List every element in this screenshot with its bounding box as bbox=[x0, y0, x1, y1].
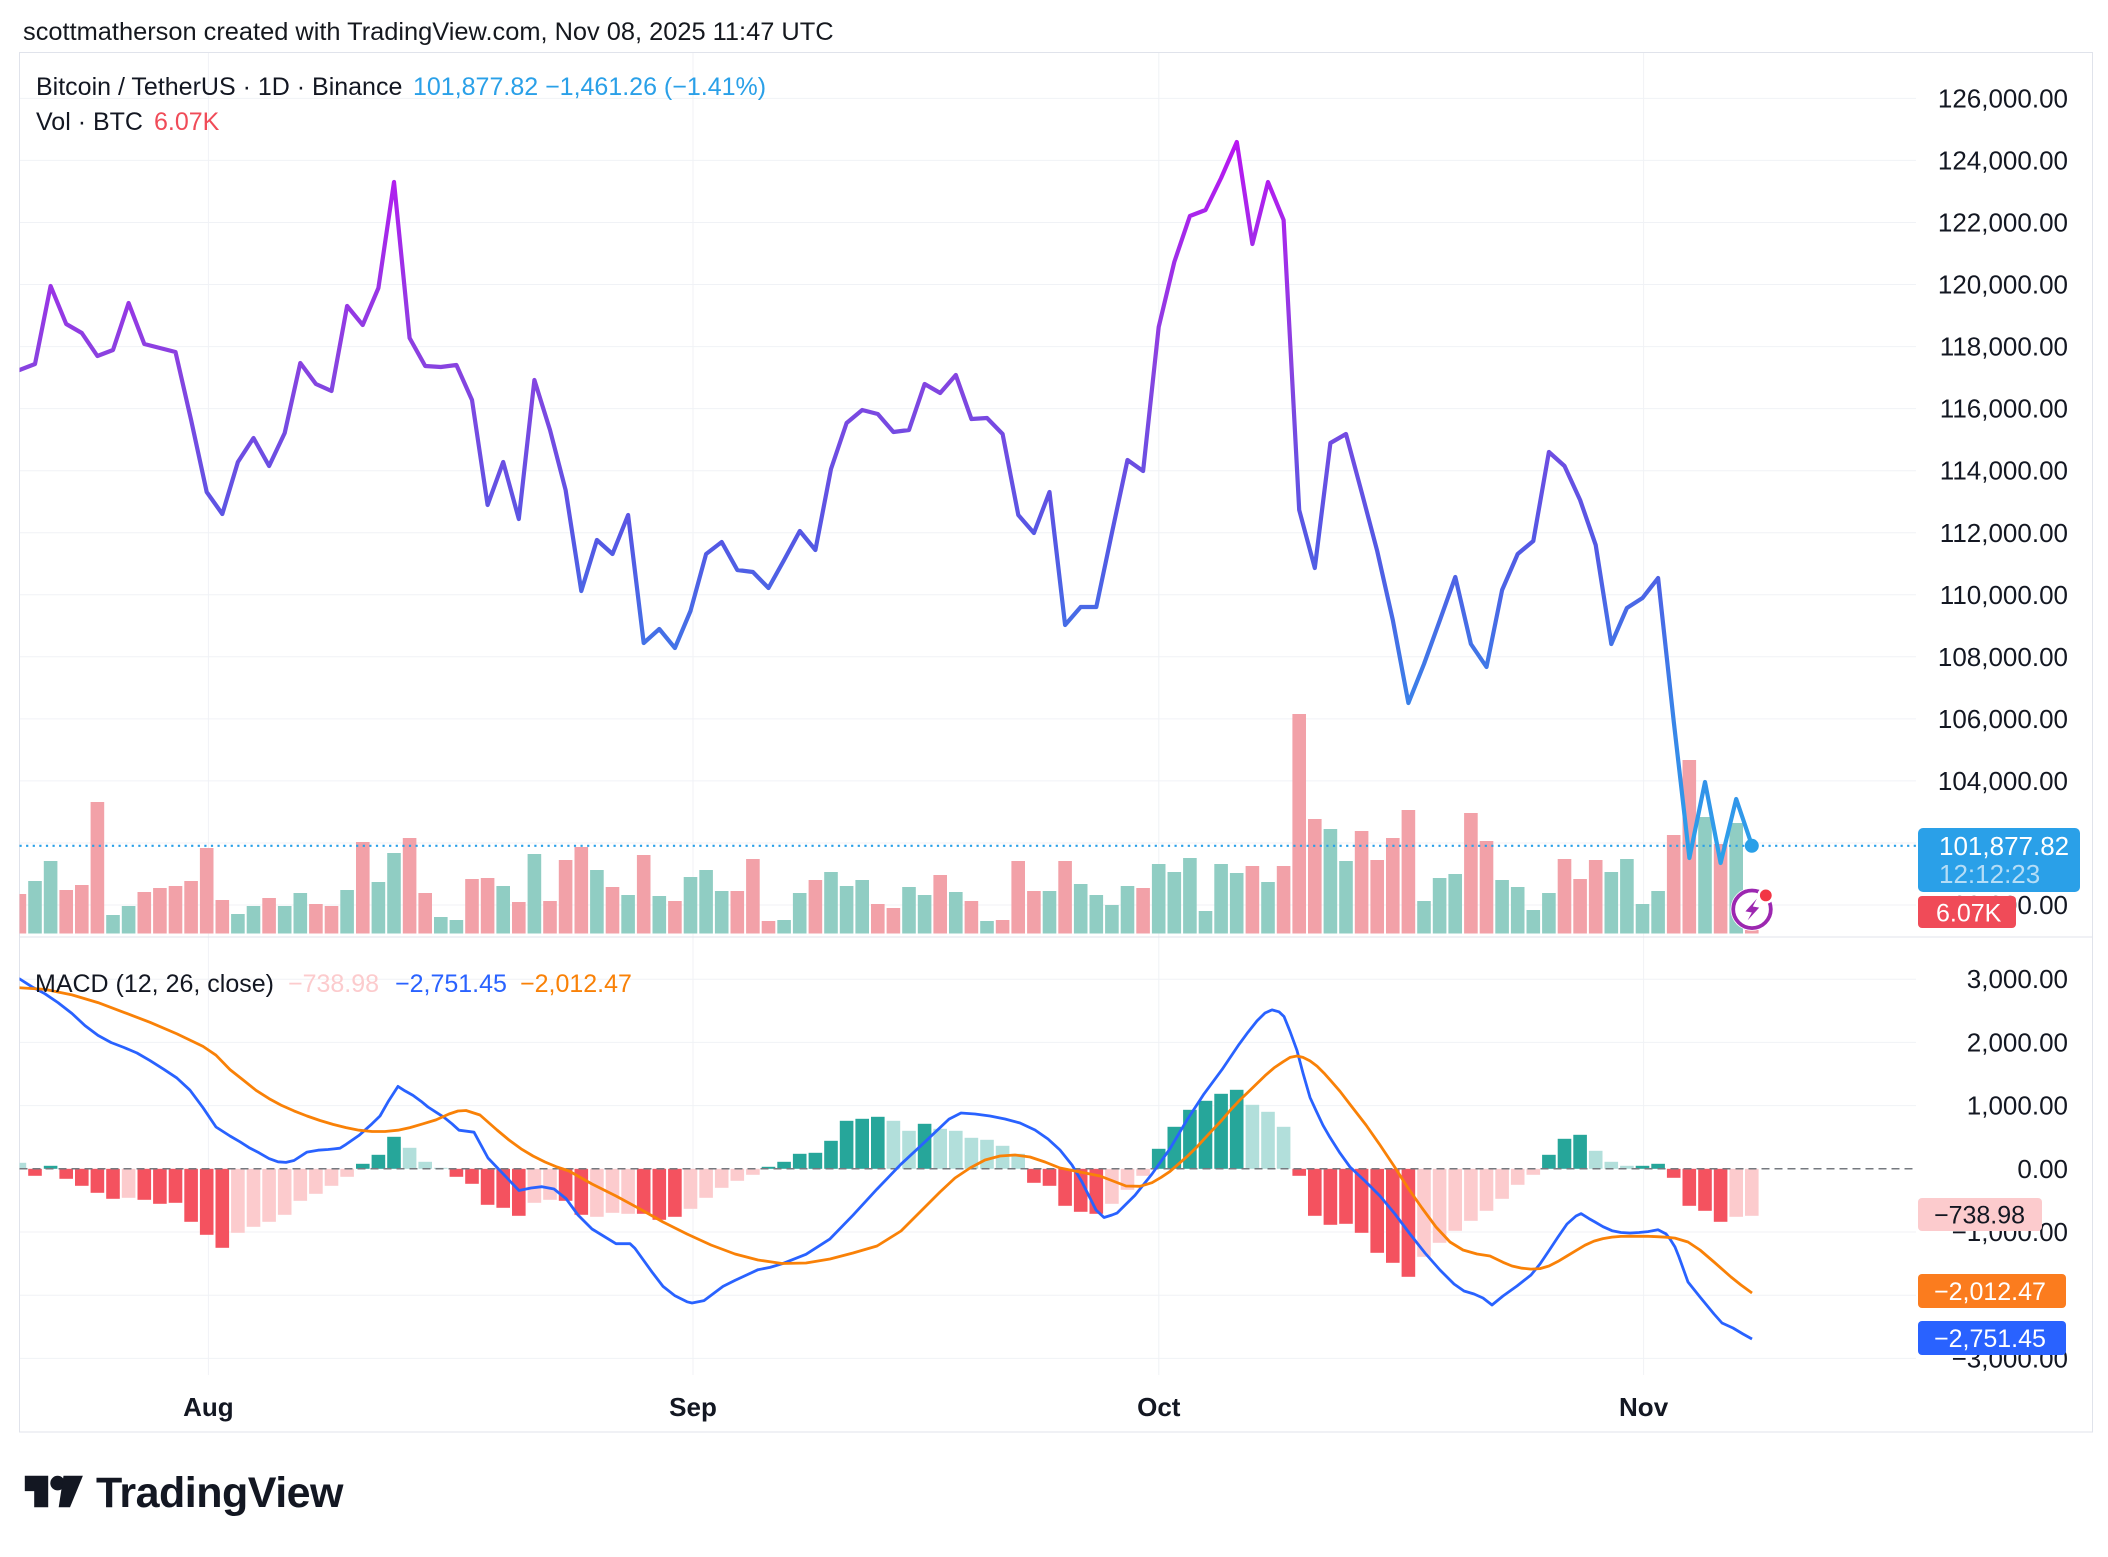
svg-text:6.07K: 6.07K bbox=[154, 108, 220, 136]
svg-text:TradingView: TradingView bbox=[96, 1469, 344, 1517]
svg-text:Sep: Sep bbox=[669, 1392, 717, 1422]
svg-text:110,000.00: 110,000.00 bbox=[1940, 580, 2068, 610]
svg-text:120,000.00: 120,000.00 bbox=[1938, 270, 2068, 300]
svg-text:104,000.00: 104,000.00 bbox=[1938, 766, 2068, 796]
svg-text:101,877.82: 101,877.82 bbox=[1939, 831, 2069, 861]
svg-text:−2,751.45: −2,751.45 bbox=[395, 970, 507, 998]
svg-text:−2,012.47: −2,012.47 bbox=[1934, 1278, 2046, 1306]
svg-text:−2,012.47: −2,012.47 bbox=[520, 970, 632, 998]
svg-text:MACD (12, 26, close): MACD (12, 26, close) bbox=[35, 970, 274, 998]
svg-text:124,000.00: 124,000.00 bbox=[1938, 146, 2068, 176]
svg-text:scottmatherson created with Tr: scottmatherson created with TradingView.… bbox=[23, 18, 834, 46]
svg-text:101,877.82 −1,461.26 (−1.41%): 101,877.82 −1,461.26 (−1.41%) bbox=[413, 73, 766, 101]
svg-text:Bitcoin / TetherUS · 1D · Bina: Bitcoin / TetherUS · 1D · Binance bbox=[36, 73, 402, 101]
svg-text:12:12:23: 12:12:23 bbox=[1939, 859, 2040, 889]
svg-text:−2,751.45: −2,751.45 bbox=[1934, 1325, 2046, 1353]
svg-text:1,000.00: 1,000.00 bbox=[1967, 1091, 2068, 1121]
svg-text:126,000.00: 126,000.00 bbox=[1938, 83, 2068, 113]
svg-text:−738.98: −738.98 bbox=[1934, 1202, 2025, 1230]
svg-text:106,000.00: 106,000.00 bbox=[1938, 704, 2068, 734]
svg-text:114,000.00: 114,000.00 bbox=[1940, 456, 2068, 486]
svg-text:3,000.00: 3,000.00 bbox=[1967, 964, 2068, 994]
svg-text:Oct: Oct bbox=[1137, 1392, 1181, 1422]
svg-text:0.00: 0.00 bbox=[2017, 1154, 2068, 1184]
svg-text:Aug: Aug bbox=[183, 1392, 234, 1422]
svg-text:112,000.00: 112,000.00 bbox=[1940, 518, 2068, 548]
svg-text:Vol · BTC: Vol · BTC bbox=[36, 108, 143, 136]
svg-text:108,000.00: 108,000.00 bbox=[1938, 642, 2068, 672]
svg-text:122,000.00: 122,000.00 bbox=[1938, 208, 2068, 238]
svg-text:116,000.00: 116,000.00 bbox=[1940, 394, 2068, 424]
svg-text:118,000.00: 118,000.00 bbox=[1940, 332, 2068, 362]
svg-text:Nov: Nov bbox=[1619, 1392, 1669, 1422]
svg-text:−738.98: −738.98 bbox=[288, 970, 379, 998]
svg-text:6.07K: 6.07K bbox=[1936, 900, 2002, 928]
svg-text:2,000.00: 2,000.00 bbox=[1967, 1027, 2068, 1057]
